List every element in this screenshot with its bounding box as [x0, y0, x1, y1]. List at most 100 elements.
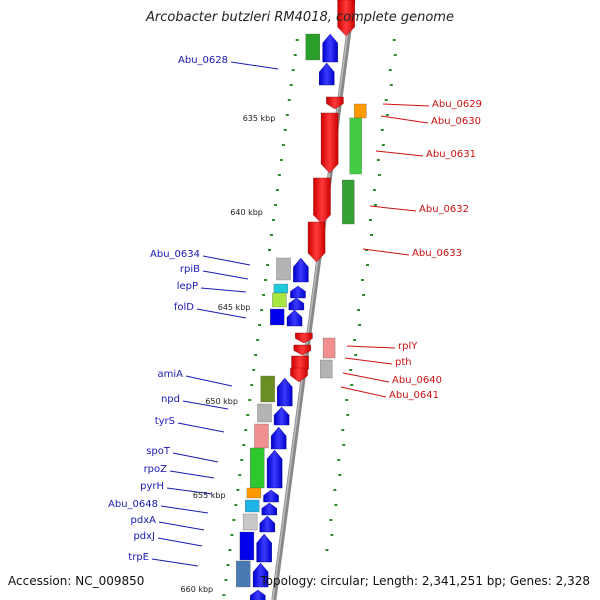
accession-text: Accession: NC_009850 [8, 574, 145, 588]
reverse-gene [326, 96, 344, 110]
leader-line [382, 103, 430, 107]
reverse-gene [290, 367, 308, 383]
gene-label-pdxj: pdxJ [133, 531, 155, 542]
scale-label: 650 kbp [205, 397, 238, 406]
gene-label-abu_0628: Abu_0628 [178, 55, 228, 66]
leader-line [166, 487, 213, 495]
cog-box-forward [254, 423, 269, 449]
gene-label-abu_0630: Abu_0630 [431, 116, 481, 127]
cog-box-forward [250, 447, 265, 489]
leader-line [177, 422, 225, 433]
leader-line [172, 452, 219, 463]
reverse-gene [307, 221, 326, 263]
scale-label: 660 kbp [180, 585, 214, 594]
scale-label: 655 kbp [192, 491, 226, 500]
leader-line [182, 400, 229, 410]
cog-box-forward [260, 375, 275, 403]
forward-gene [286, 309, 303, 327]
gene-label-abu_0633: Abu_0633 [412, 248, 462, 259]
leader-line [202, 255, 251, 266]
gene-label-pdxa: pdxA [130, 515, 156, 526]
gene-label-abu_0632: Abu_0632 [419, 204, 469, 215]
gene-label-fold: folD [173, 302, 194, 313]
cog-box-forward [239, 531, 255, 561]
forward-gene [273, 406, 290, 426]
gene-label-tyrs: tyrS [154, 416, 175, 427]
reverse-gene [295, 332, 313, 344]
cog-box-forward [272, 292, 287, 308]
reverse-gene [337, 0, 355, 37]
cog-box-reverse [322, 337, 336, 359]
gene-label-pth: pth [395, 357, 412, 368]
leader-line [200, 287, 247, 293]
map-title: Arcobacter butzleri RM4018, complete gen… [146, 10, 454, 25]
leader-line [169, 470, 215, 479]
leader-line [346, 345, 396, 349]
gene-label-npd: npd [160, 394, 180, 405]
gene-label-trpe: trpE [128, 552, 149, 563]
forward-gene [252, 562, 269, 588]
forward-gene [277, 377, 293, 407]
cog-box-forward [246, 487, 262, 499]
forward-gene [290, 285, 306, 299]
cog-box-forward [245, 499, 260, 513]
leader-line [160, 505, 209, 514]
cog-box-reverse [320, 359, 333, 379]
leader-line [151, 558, 199, 567]
leader-line [362, 248, 410, 256]
forward-gene [266, 449, 283, 489]
forward-gene [256, 533, 272, 563]
gene-label-abu_0629: Abu_0629 [432, 99, 482, 110]
leader-line [344, 357, 393, 365]
forward-gene [319, 62, 335, 86]
gene-label-rpib: rpiB [179, 264, 200, 275]
leader-line [340, 386, 387, 398]
cog-box-forward [305, 33, 320, 61]
cog-box-reverse [349, 117, 362, 175]
gene-label-spot: spoT [146, 446, 170, 457]
forward-gene [261, 502, 278, 516]
leader-line [375, 150, 424, 157]
leader-line [230, 61, 279, 70]
forward-gene [322, 33, 338, 63]
scale-label: 640 kbp [230, 208, 263, 217]
cog-box-reverse [342, 179, 355, 225]
gene-label-rpoz: rpoZ [143, 464, 167, 475]
reverse-gene [313, 177, 331, 225]
forward-gene [259, 515, 276, 533]
gene-label-lepp: lepP [176, 281, 198, 292]
scale-label: 635 kbp [242, 114, 276, 123]
gene-label-pyrh: pyrH [140, 481, 164, 492]
cog-box-reverse [354, 103, 367, 119]
leader-line [185, 375, 233, 387]
leader-line [369, 205, 417, 212]
leader-line [342, 372, 390, 383]
reverse-gene [293, 344, 311, 356]
cog-box-forward [273, 283, 289, 294]
gene-label-amia: amiA [157, 369, 184, 380]
cog-box-forward [276, 257, 291, 281]
forward-gene [263, 489, 279, 503]
forward-gene [293, 257, 309, 283]
scale-label: 645 kbp [217, 303, 251, 312]
leader-line [196, 308, 247, 319]
forward-gene [270, 426, 287, 450]
leader-line [380, 115, 429, 124]
leader-line [202, 270, 249, 280]
genome-summary-text: Topology: circular; Length: 2,341,251 bp… [260, 574, 590, 588]
gene-label-abu_0631: Abu_0631 [426, 149, 476, 160]
reverse-gene [320, 112, 339, 174]
leader-line [158, 521, 205, 531]
cog-box-forward [257, 403, 272, 423]
cog-box-forward [242, 513, 258, 531]
forward-gene [250, 589, 266, 600]
gene-label-abu_0634: Abu_0634 [150, 249, 200, 260]
gene-label-abu_0640: Abu_0640 [392, 375, 442, 386]
forward-gene [288, 297, 305, 311]
leader-line [157, 537, 203, 547]
gene-label-rply: rplY [398, 341, 418, 352]
cog-box-forward [236, 560, 251, 588]
gene-label-abu_0641: Abu_0641 [389, 390, 439, 401]
